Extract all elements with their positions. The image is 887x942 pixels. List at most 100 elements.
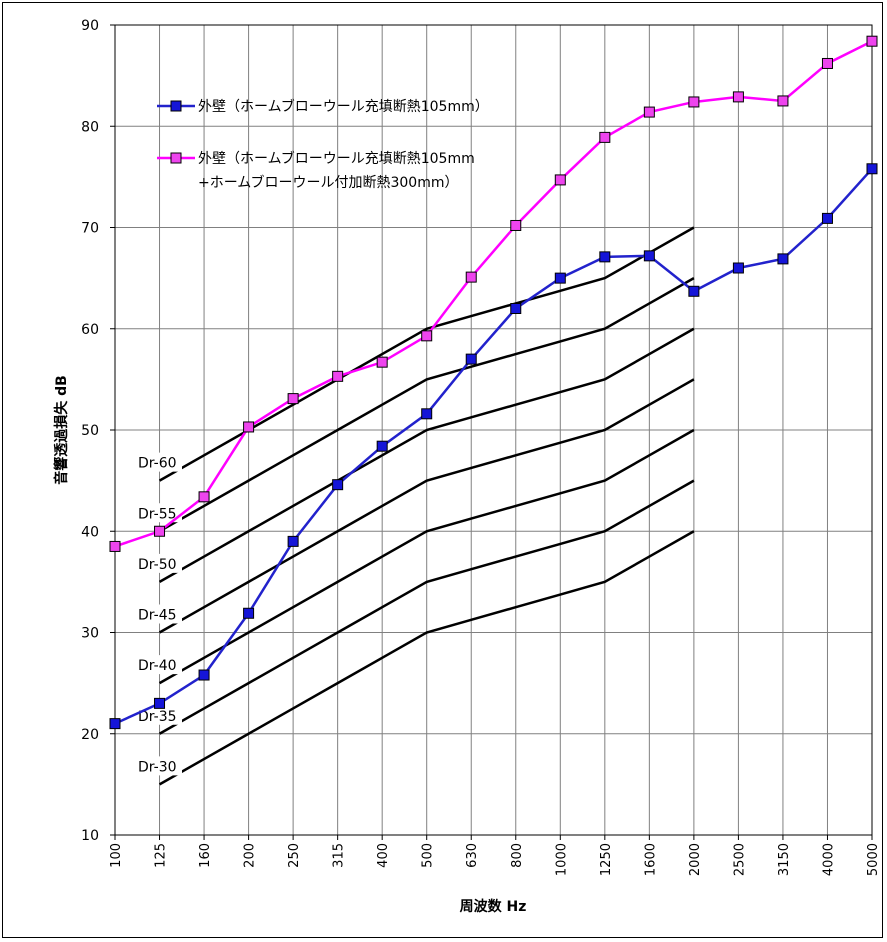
- y-tick-label: 50: [81, 423, 99, 439]
- y-tick-label: 30: [81, 626, 99, 642]
- dr-label-bg: [136, 705, 182, 725]
- data-point: [332, 370, 344, 382]
- dr-curve-label: Dr-50: [138, 557, 177, 573]
- dr-curve-label: Dr-60: [138, 456, 177, 472]
- x-tick-label: 200: [243, 843, 258, 868]
- series-line: [114, 40, 873, 548]
- data-point: [198, 491, 210, 503]
- dr-curve: [158, 530, 695, 786]
- data-point: [109, 540, 121, 552]
- y-tick-label: 20: [81, 727, 99, 743]
- legend-label: 外壁（ホームブローウール充填断熱105mm +ホームブローウール付加断熱300mm…: [198, 150, 475, 191]
- data-point: [599, 131, 611, 143]
- x-tick-label: 3150: [777, 843, 792, 876]
- data-point: [243, 421, 255, 433]
- data-point: [109, 718, 121, 730]
- dr-curve: [158, 277, 695, 533]
- data-point: [599, 251, 611, 263]
- data-point: [777, 253, 789, 265]
- dr-label-bg: [136, 655, 182, 675]
- data-point: [198, 669, 210, 681]
- dr-label-bg: [136, 452, 182, 472]
- dr-curve-label: Dr-55: [138, 506, 177, 522]
- x-tick-label: 630: [465, 843, 480, 868]
- x-tick-label: 1250: [599, 843, 614, 876]
- x-tick-label: 315: [332, 843, 347, 868]
- dr-curve: [158, 327, 695, 583]
- data-point: [421, 330, 433, 342]
- data-point: [154, 525, 166, 537]
- tick-labels: 100 125 160 200 250 315 400 500 630 800 1000 1250 16…: [81, 18, 881, 876]
- dr-curve-label: Dr-30: [138, 759, 177, 775]
- data-point: [866, 163, 878, 175]
- x-tick-label: 100: [109, 843, 124, 868]
- y-axis-title: 音響透過損失 dB: [53, 375, 70, 485]
- y-tick-label: 40: [81, 524, 99, 540]
- data-point: [732, 91, 744, 103]
- x-tick-label: 1600: [643, 843, 658, 876]
- dr-label-bg: [136, 503, 182, 523]
- data-point: [376, 440, 388, 452]
- data-point: [777, 95, 789, 107]
- data-point: [243, 607, 255, 619]
- x-tick-label: 5000: [866, 843, 881, 876]
- data-point: [510, 219, 522, 231]
- data-point: [688, 285, 700, 297]
- x-tick-label: 800: [510, 843, 525, 868]
- data-point: [821, 57, 833, 69]
- data-point: [821, 212, 833, 224]
- data-point: [688, 96, 700, 108]
- legend: 外壁（ホームブローウール充填断熱105mm） 外壁（ホームブローウール充填断熱10…: [157, 98, 489, 191]
- y-tick-label: 60: [81, 322, 99, 338]
- y-tick-label: 80: [81, 119, 99, 135]
- series-line: [114, 167, 873, 725]
- x-tick-label: 2000: [688, 843, 703, 876]
- x-tick-label: 4000: [821, 843, 836, 876]
- dr-curve: [158, 479, 695, 735]
- legend-marker: [170, 100, 182, 112]
- x-axis-title: 周波数 Hz: [460, 898, 527, 915]
- data-point: [154, 697, 166, 709]
- plot-area-border: [114, 24, 873, 836]
- data-point: [287, 535, 299, 547]
- dr-curve: [158, 428, 695, 685]
- y-tick-label: 70: [81, 221, 99, 237]
- x-tick-label: 400: [376, 843, 391, 868]
- x-tick-label: 2500: [732, 843, 747, 876]
- data-point: [465, 353, 477, 365]
- data-point: [732, 262, 744, 274]
- series: [109, 35, 878, 730]
- dr-curve-label: Dr-35: [138, 709, 177, 725]
- data-point: [643, 106, 655, 118]
- data-point: [554, 174, 566, 186]
- data-point: [421, 408, 433, 420]
- x-tick-label: 500: [421, 843, 436, 868]
- y-tick-label: 90: [81, 18, 99, 34]
- y-tick-label: 10: [81, 828, 99, 844]
- data-point: [554, 272, 566, 284]
- x-tick-label: 250: [287, 843, 302, 868]
- dr-curve-label: Dr-45: [138, 608, 177, 624]
- data-point: [376, 356, 388, 368]
- reference-curves: Dr-60 Dr-55 Dr-50 Dr-45 Dr-40 Dr-35 Dr-30: [136, 226, 695, 786]
- legend-marker: [170, 152, 182, 164]
- dr-label-bg: [136, 756, 182, 776]
- data-point: [510, 303, 522, 314]
- x-tick-label: 160: [198, 843, 213, 868]
- dr-label-bg: [136, 553, 182, 573]
- x-tick-label: 1000: [554, 843, 569, 876]
- grid: [110, 24, 873, 840]
- axes: [114, 24, 873, 836]
- data-point: [643, 250, 655, 262]
- dr-curve: [158, 378, 695, 634]
- dr-label-bg: [136, 604, 182, 624]
- data-point: [866, 35, 878, 47]
- dr-curve-label: Dr-40: [138, 658, 177, 674]
- data-point: [287, 393, 299, 405]
- data-point: [465, 271, 477, 283]
- legend-label: 外壁（ホームブローウール充填断熱105mm）: [198, 98, 489, 115]
- x-tick-label: 125: [154, 843, 169, 868]
- data-point: [332, 479, 344, 491]
